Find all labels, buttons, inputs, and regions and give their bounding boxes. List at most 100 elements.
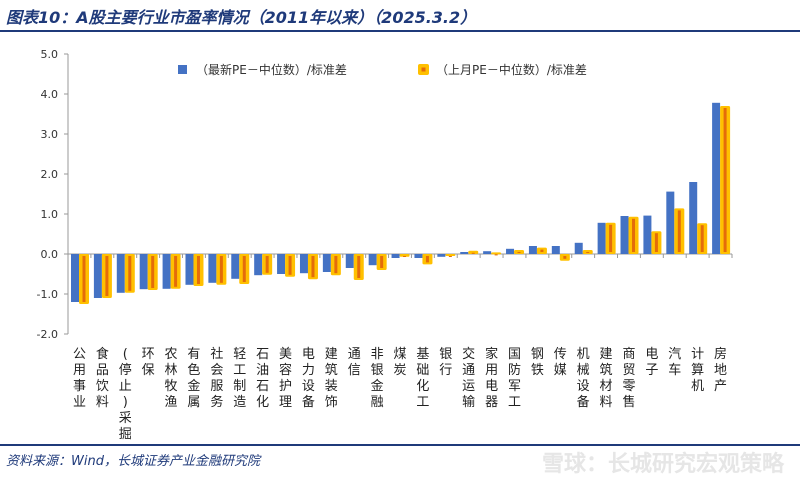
bar-latest — [185, 254, 194, 285]
legend-label: （最新PE－中位数）/标准差 — [196, 62, 347, 77]
x-tick-label: 公用事业 — [73, 347, 86, 410]
figure-title: 图表10：A股主要行业市盈率情况（2011年以来）（2025.3.2） — [6, 8, 477, 27]
y-tick-label: -2.0 — [37, 328, 58, 341]
x-tick-label: 农林牧渔 — [165, 347, 178, 410]
category-label: 非银金融 — [371, 347, 384, 410]
bar-latest — [620, 216, 629, 254]
y-tick-label: 0.0 — [41, 248, 59, 261]
category-label: 国防军工 — [508, 347, 521, 410]
category-label: 通信 — [348, 347, 361, 378]
y-tick-label: 5.0 — [41, 48, 59, 61]
bar-latest — [391, 254, 400, 258]
category-label: 轻工制造 — [233, 347, 246, 410]
category-label: 电力设备 — [302, 347, 315, 410]
category-label: 传媒 — [554, 347, 567, 378]
x-tick-label: 机械设备 — [577, 347, 590, 410]
bar-latest — [254, 254, 263, 276]
y-tick-label: 4.0 — [41, 88, 59, 101]
bar-last-month-core — [151, 256, 155, 288]
bar-last-month-core — [82, 256, 86, 302]
x-tick-label: (停止)采掘 — [119, 347, 132, 442]
y-tick-label: 3.0 — [41, 128, 59, 141]
bar-last-month-core — [654, 233, 658, 252]
category-label: 食品饮料 — [96, 346, 109, 410]
source-note: 资料来源：Wind，长城证券产业金融研究院 — [6, 454, 260, 469]
x-tick-label: 非银金融 — [371, 347, 384, 410]
y-tick-label: -1.0 — [37, 288, 58, 301]
legend-label: （上月PE－中位数）/标准差 — [436, 62, 587, 77]
category-label: 石油石化 — [256, 347, 269, 410]
bar-latest — [666, 191, 675, 254]
bar-last-month-core — [700, 225, 704, 252]
bar-latest — [116, 254, 125, 293]
bar-last-month-core — [471, 252, 475, 254]
source-divider — [0, 444, 800, 446]
bar-last-month — [491, 252, 502, 255]
bar-latest — [574, 242, 583, 254]
bar-last-month-core — [357, 256, 361, 278]
bar-latest — [597, 222, 606, 254]
bar-latest — [437, 254, 446, 257]
bar-latest — [208, 254, 217, 283]
x-tick-label: 计算机 — [691, 347, 704, 394]
bar-latest — [345, 254, 354, 268]
bar-latest — [277, 254, 286, 274]
category-label: 钢铁 — [531, 347, 544, 378]
bar-last-month-core — [403, 256, 407, 257]
bar-latest — [460, 252, 469, 254]
category-label: 交通运输 — [462, 346, 475, 410]
bar-last-month-core — [219, 256, 223, 283]
bar-last-month — [399, 254, 410, 257]
bar-last-month-core — [265, 256, 269, 273]
x-tick-label: 国防军工 — [508, 347, 521, 410]
category-label: 基础化工 — [416, 347, 429, 410]
bar-latest — [506, 248, 515, 254]
legend-swatch-latest — [178, 65, 187, 74]
x-tick-label: 食品饮料 — [96, 346, 109, 410]
bar-last-month — [445, 254, 456, 256]
bar-latest — [71, 254, 79, 302]
bar-last-month-core — [334, 256, 338, 274]
bar-latest — [231, 254, 240, 279]
watermark: 雪球：长城研究宏观策略 — [541, 452, 784, 477]
bar-last-month-core — [288, 256, 292, 275]
bar-last-month-core — [586, 252, 590, 253]
category-label: 环保 — [142, 347, 155, 378]
x-tick-label: 有色金属 — [187, 347, 200, 410]
bar-last-month-core — [311, 256, 315, 278]
title-divider — [0, 30, 800, 32]
x-tick-label: 钢铁 — [531, 347, 544, 378]
bar-last-month-core — [196, 256, 200, 284]
x-tick-label: 建筑材料 — [600, 347, 613, 410]
x-tick-label: 煤炭 — [393, 347, 406, 378]
x-tick-label: 家用电器 — [485, 346, 498, 410]
bar-last-month-core — [242, 256, 246, 282]
category-label: 美容护理 — [279, 347, 292, 410]
bar-latest — [689, 182, 698, 254]
category-label: 银行 — [439, 347, 452, 378]
category-label: (停止)采掘 — [119, 347, 132, 442]
x-tick-label: 美容护理 — [279, 347, 292, 410]
category-label: 建筑装饰 — [325, 347, 338, 410]
bar-last-month-core — [380, 256, 384, 268]
category-label: 农林牧渔 — [165, 347, 178, 410]
x-tick-label: 建筑装饰 — [325, 347, 338, 410]
x-tick-label: 电子 — [645, 347, 658, 378]
bar-latest — [162, 254, 171, 289]
bar-latest — [551, 246, 560, 254]
bar-latest — [414, 254, 423, 258]
bar-last-month-core — [632, 218, 636, 252]
x-tick-label: 石油石化 — [256, 347, 269, 410]
bar-last-month-core — [128, 256, 132, 291]
category-label: 社会服务 — [210, 346, 223, 410]
category-label: 房地产 — [714, 346, 727, 394]
bar-latest — [483, 251, 492, 254]
category-label: 家用电器 — [485, 346, 498, 410]
y-tick-label: 1.0 — [41, 208, 59, 221]
x-tick-label: 房地产 — [714, 346, 727, 394]
x-tick-label: 交通运输 — [462, 346, 475, 410]
category-label: 公用事业 — [73, 347, 86, 410]
bar-latest — [643, 215, 652, 254]
bar-latest — [139, 254, 148, 290]
